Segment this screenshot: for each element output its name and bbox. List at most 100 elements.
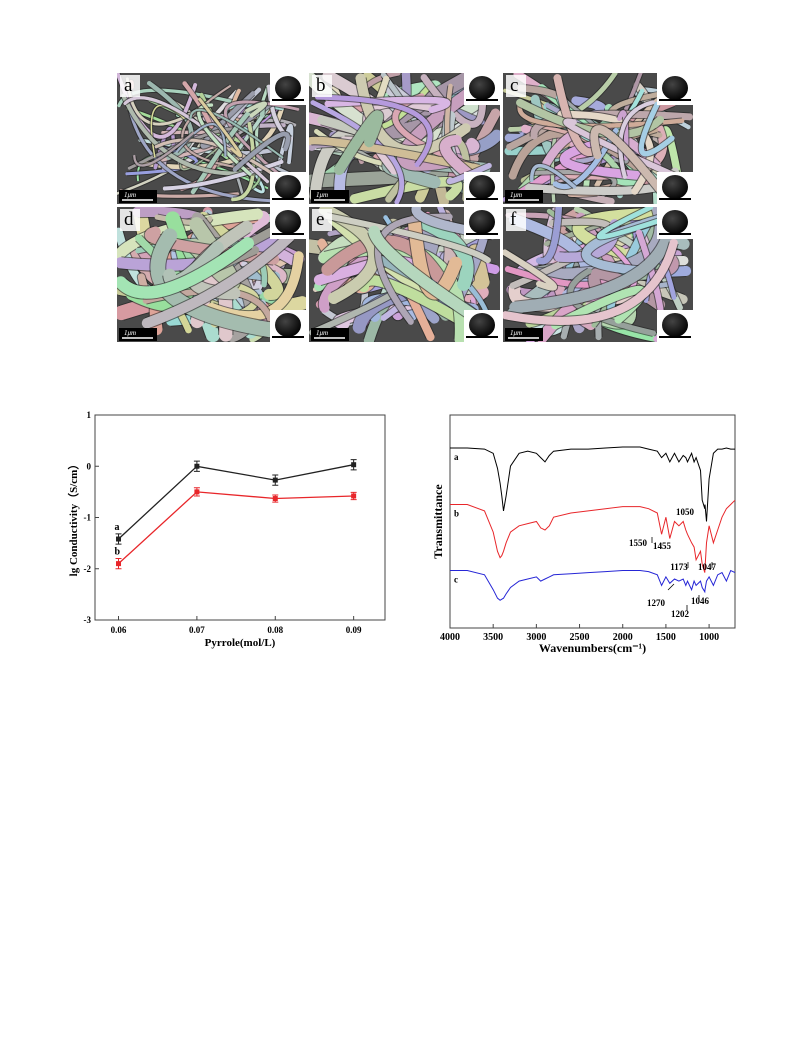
fiber xyxy=(563,118,682,181)
x-tick-label: 0.06 xyxy=(111,625,127,635)
fiber xyxy=(503,249,558,291)
fiber xyxy=(333,110,384,176)
spectrum xyxy=(450,569,736,601)
data-point xyxy=(272,477,278,483)
water-drop xyxy=(662,210,688,234)
scale-label: 1μm xyxy=(316,191,328,199)
fiber xyxy=(323,212,491,264)
peak-label: 1550 xyxy=(629,538,648,548)
fiber xyxy=(198,97,242,158)
y-tick-label: -2 xyxy=(84,564,92,574)
fiber xyxy=(154,138,283,182)
x-tick-label: 2000 xyxy=(613,632,633,643)
data-point xyxy=(351,493,357,499)
data-point xyxy=(194,463,200,469)
x-tick-label: 0.09 xyxy=(346,625,362,635)
water-drop xyxy=(275,76,301,100)
data-point xyxy=(194,489,200,495)
scale-label: 1μm xyxy=(124,329,136,337)
spectrum xyxy=(450,499,736,573)
fiber xyxy=(530,163,577,189)
panel-label: a xyxy=(124,75,133,96)
fiber xyxy=(245,101,267,118)
y-tick-label: 1 xyxy=(87,410,92,420)
plot-frame xyxy=(449,414,736,629)
water-drop xyxy=(275,175,301,199)
sem-image xyxy=(503,73,693,204)
x-tick-label: 0.08 xyxy=(267,625,283,635)
y-tick-label: -3 xyxy=(84,615,92,625)
x-axis-label: Wavenumbers(cm⁻¹) xyxy=(539,641,646,655)
water-drop xyxy=(662,313,688,337)
plot-frame xyxy=(94,414,386,621)
water-drop xyxy=(275,210,301,234)
fiber xyxy=(618,100,655,179)
label-box xyxy=(312,75,332,97)
sem-panel: e 1μm xyxy=(309,207,500,342)
label-box xyxy=(120,209,140,231)
sem-panel: c 1μm xyxy=(503,73,693,204)
series-label: b xyxy=(115,547,121,558)
fiber xyxy=(535,207,563,265)
peak-label: 1046 xyxy=(691,596,710,606)
x-tick-label: 1000 xyxy=(699,632,719,643)
x-tick-label: 2500 xyxy=(570,632,590,643)
fiber xyxy=(517,99,685,129)
data-point xyxy=(351,462,357,468)
series-label: a xyxy=(454,452,459,462)
data-point xyxy=(272,496,278,502)
water-drop xyxy=(469,76,495,100)
water-drop xyxy=(275,313,301,337)
panel-label: e xyxy=(316,209,324,230)
label-box xyxy=(120,75,140,97)
peak-label: 1173 xyxy=(670,562,688,572)
sem-figure: a 1μm b 1μm c 1μm d 1μm e 1μm f 1μm xyxy=(117,73,693,342)
x-tick-label: 0.07 xyxy=(189,625,205,635)
water-drop xyxy=(662,175,688,199)
y-axis-label: Transmittance xyxy=(431,484,445,559)
peak-label: 1270 xyxy=(647,598,666,608)
data-point xyxy=(116,536,122,542)
peak-label: 1050 xyxy=(676,507,695,517)
peak-arrow xyxy=(667,583,675,591)
label-box xyxy=(506,209,526,231)
fiber xyxy=(368,225,487,327)
fiber xyxy=(123,96,270,184)
series-label: c xyxy=(454,574,458,584)
peak-label: 1455 xyxy=(653,541,672,551)
data-point xyxy=(116,561,122,567)
y-axis-label: lg Conductivity（S/cm） xyxy=(67,459,80,577)
peak-label: 1047 xyxy=(698,562,717,572)
sem-panel: d 1μm xyxy=(117,207,306,342)
fiber xyxy=(197,211,284,300)
scale-label: 1μm xyxy=(124,191,136,199)
fiber xyxy=(315,94,433,168)
series-label: b xyxy=(454,508,459,518)
scale-label: 1μm xyxy=(510,329,522,337)
fiber xyxy=(117,237,255,299)
fiber xyxy=(503,238,678,325)
fiber xyxy=(638,101,675,157)
label-box xyxy=(312,209,332,231)
sem-panel: b 1μm xyxy=(309,73,500,204)
fiber xyxy=(349,177,463,204)
water-drop xyxy=(662,76,688,100)
x-tick-label: 1500 xyxy=(656,632,676,643)
panel-label: b xyxy=(316,75,326,96)
fiber xyxy=(133,131,195,167)
ftir-chart: 4000 3500 3000 2500 2000 1500 1000 Wavenumbers(… xyxy=(431,414,736,655)
fiber xyxy=(141,231,295,329)
sem-panel: a 1μm xyxy=(117,73,306,204)
panel-label: c xyxy=(510,75,518,96)
x-tick-label: 4000 xyxy=(440,632,460,643)
series-line xyxy=(118,491,354,565)
scale-label: 1μm xyxy=(316,329,328,337)
fiber xyxy=(590,125,669,200)
sem-image xyxy=(117,207,306,342)
x-axis-label: Pyrrole(mol/L) xyxy=(205,637,276,649)
peak-label: 1202 xyxy=(671,609,690,619)
fiber xyxy=(597,207,690,240)
series-line xyxy=(118,464,354,540)
